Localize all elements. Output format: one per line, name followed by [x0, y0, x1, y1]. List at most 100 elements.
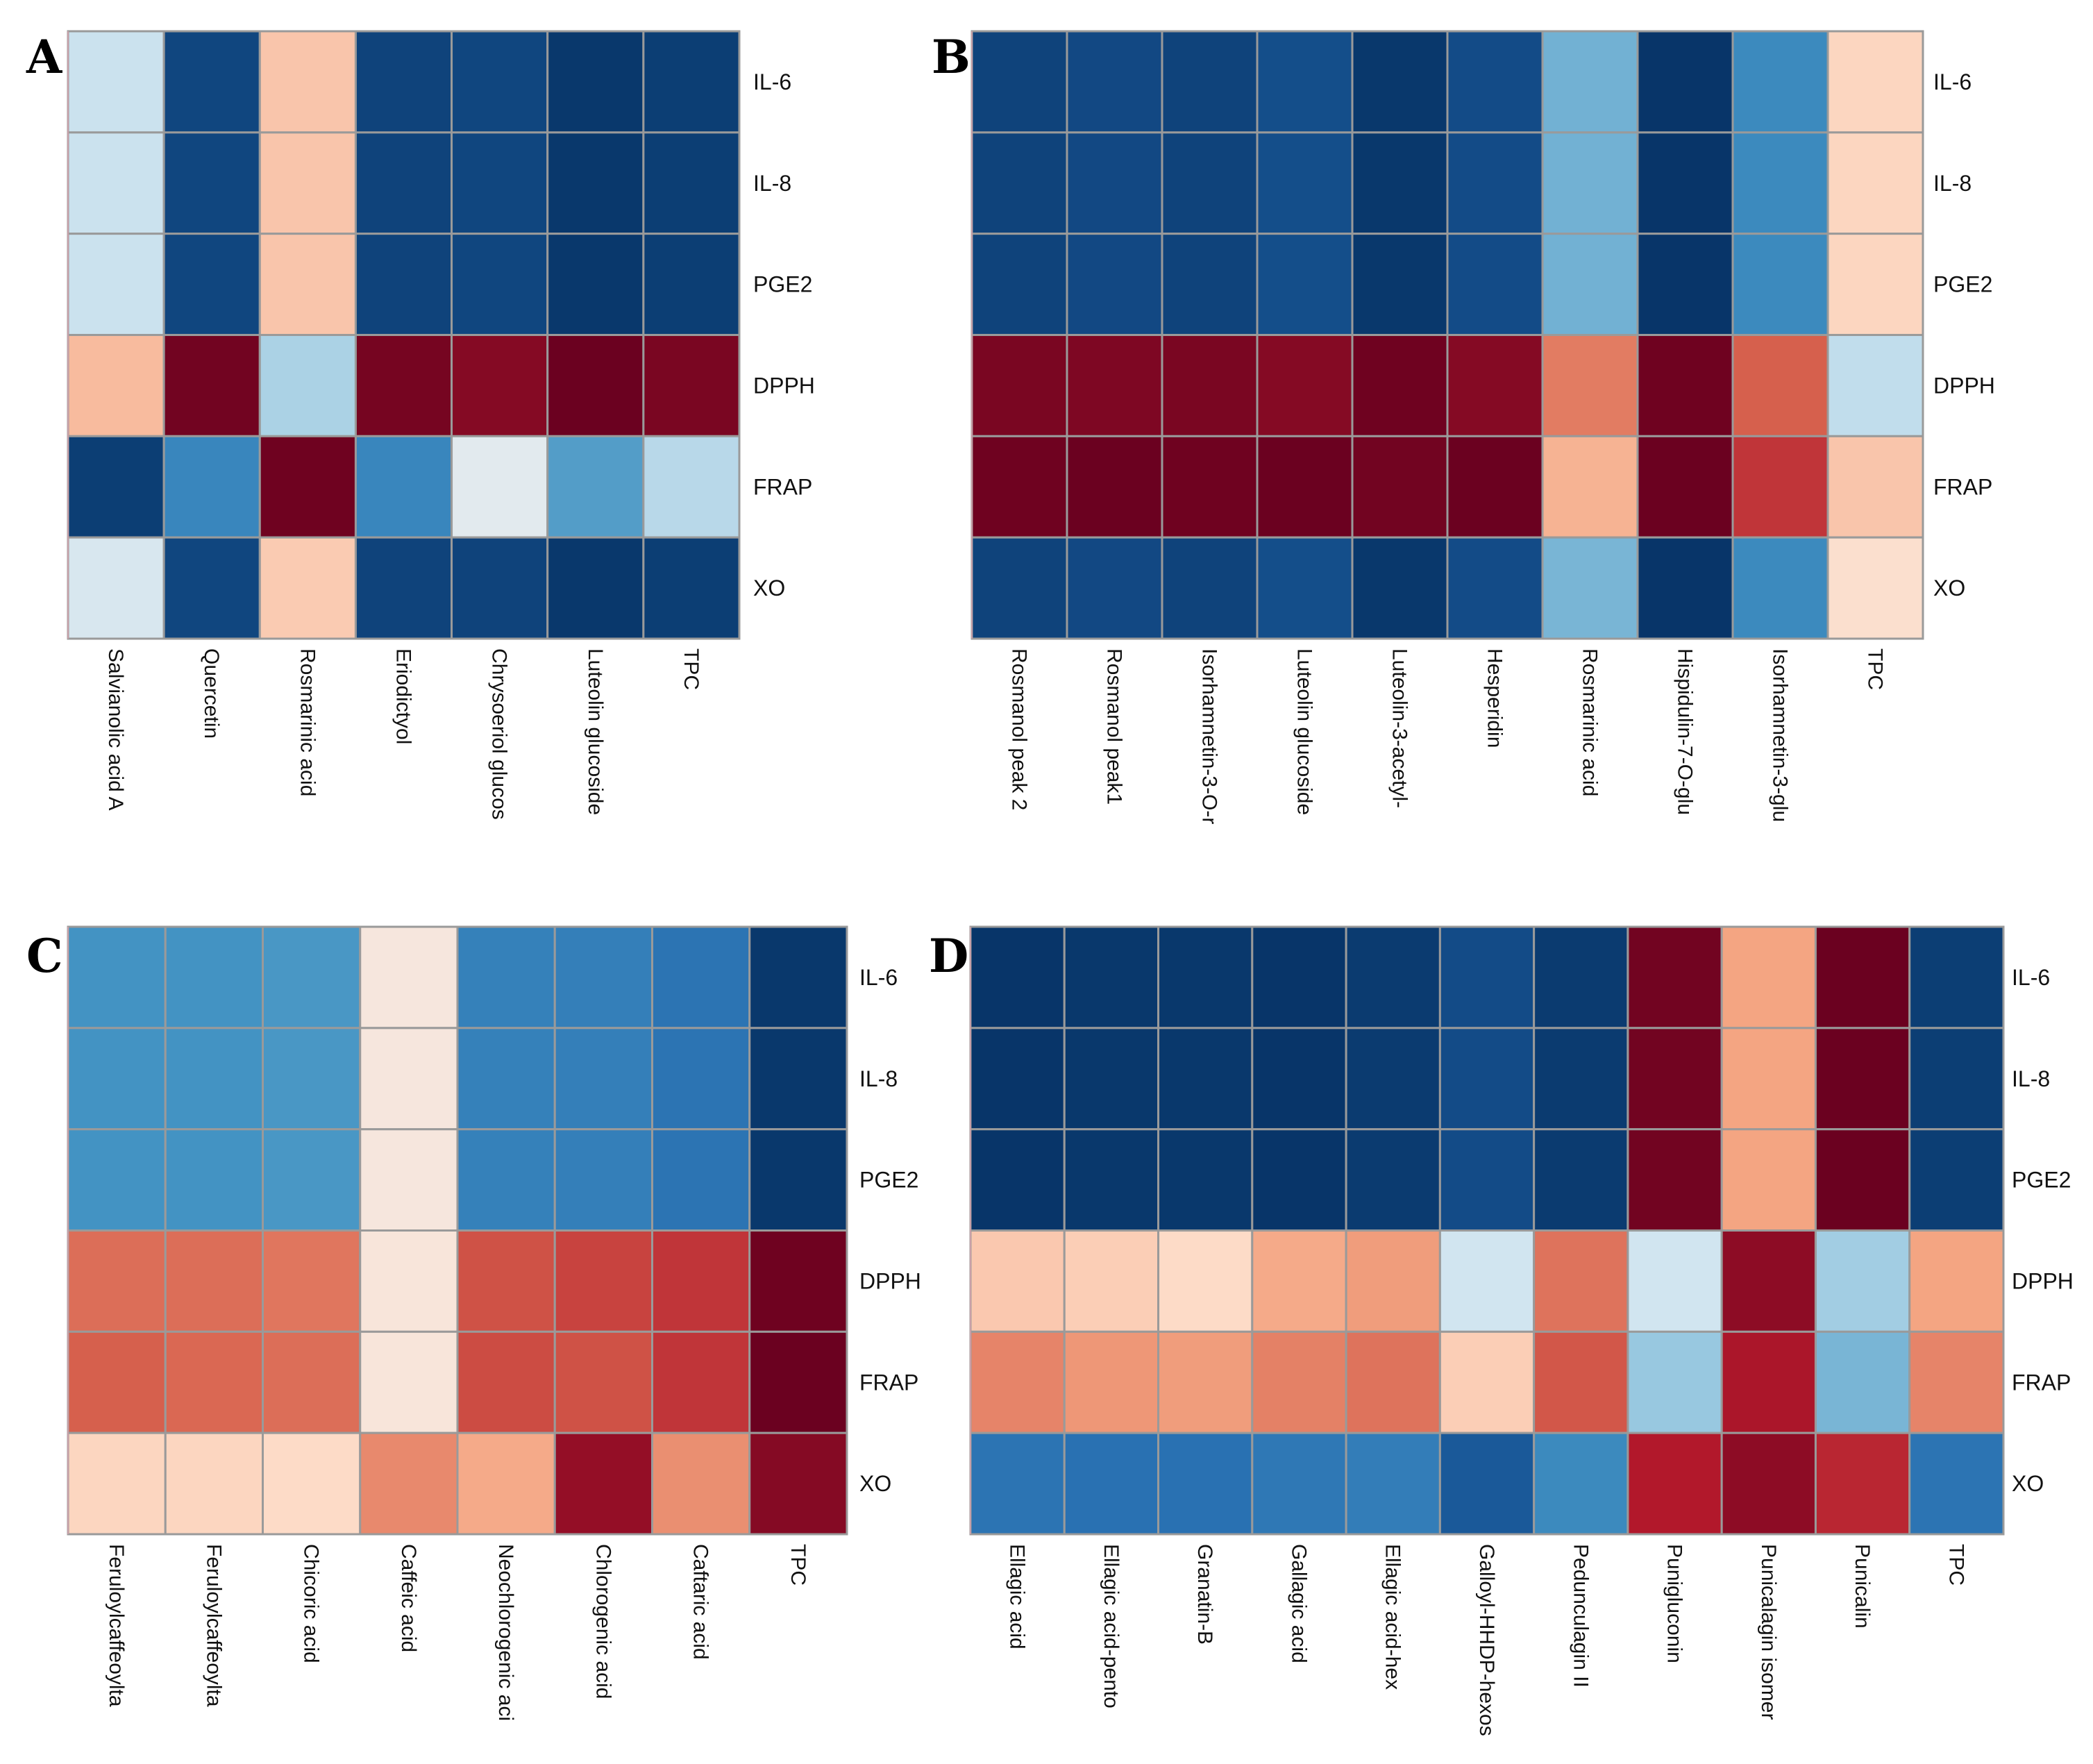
heatmap-cell-pge2-4 [359, 1128, 459, 1232]
column-label-punicalagin-isomer: Punicalagin isomer [1757, 1544, 1780, 1720]
heatmap-cell-pge2-10 [1814, 1128, 1911, 1232]
heatmap-cell-xo-5 [1351, 536, 1449, 640]
heatmap-cell-il-8-3 [1161, 131, 1259, 235]
column-label-rosmarinic-acid: Rosmarinic acid [296, 648, 319, 796]
heatmap-cell-xo-9 [1731, 536, 1829, 640]
column-label-tpc: TPC [1944, 1544, 1967, 1586]
heatmap-cell-dpph-4 [359, 1229, 459, 1333]
heatmap-cell-dpph-2 [1066, 334, 1163, 437]
heatmap-cell-pge2-7 [1533, 1128, 1629, 1232]
heatmap-cell-frap-4 [1256, 435, 1354, 539]
column-label-tpc: TPC [1864, 648, 1887, 690]
heatmap-cell-pge2-3 [258, 233, 357, 337]
heatmap-cell-pge2-6 [1438, 1128, 1536, 1232]
heatmap-cell-pge2-2 [164, 1128, 264, 1232]
row-label-frap: FRAP [2012, 1370, 2071, 1395]
column-label-salvianolic-acid-a: Salvianolic acid A [104, 648, 127, 810]
row-label-pge2: PGE2 [859, 1168, 918, 1193]
heatmap-cell-il-6-4 [354, 30, 453, 134]
heatmap-cell-frap-5 [451, 435, 549, 539]
row-label-pge2: PGE2 [1933, 272, 1992, 297]
heatmap-cell-dpph-1 [67, 334, 165, 437]
heatmap-cell-frap-3 [262, 1330, 362, 1434]
row-label-xo: XO [753, 576, 785, 600]
heatmap-cell-pge2-4 [1256, 233, 1354, 337]
heatmap-cell-pge2-4 [1251, 1128, 1347, 1232]
column-label-ellagic-acid-hex: Ellagic acid-hex [1381, 1544, 1404, 1690]
column-label-tpc: TPC [680, 648, 703, 690]
heatmap-cell-dpph-2 [162, 334, 261, 437]
heatmap-cell-pge2-6 [546, 233, 645, 337]
heatmap-cell-il-6-4 [359, 925, 459, 1030]
heatmap-cell-dpph-1 [970, 334, 1068, 437]
heatmap-cell-dpph-8 [1627, 1229, 1723, 1333]
heatmap-cell-xo-8 [1636, 536, 1734, 640]
heatmap-cell-xo-2 [162, 536, 261, 640]
heatmap-cell-il-8-4 [354, 131, 453, 235]
heatmap-cell-xo-2 [164, 1431, 264, 1536]
heatmap-cell-pge2-8 [748, 1128, 848, 1232]
column-label-feruloylcaffeoylta: Feruloylcaffeoylta [105, 1544, 128, 1707]
heatmap-cell-pge2-4 [354, 233, 453, 337]
heatmap-cell-xo-4 [1251, 1431, 1347, 1536]
heatmap-cell-il-8-1 [67, 131, 165, 235]
row-label-dpph: DPPH [859, 1268, 921, 1293]
heatmap-cell-xo-10 [1826, 536, 1924, 640]
heatmap-cell-dpph-9 [1720, 1229, 1817, 1333]
heatmap-cell-frap-1 [969, 1330, 1066, 1434]
heatmap-cell-xo-1 [67, 536, 165, 640]
heatmap-cell-il-8-2 [1063, 1027, 1160, 1131]
heatmap-cell-dpph-1 [67, 1229, 167, 1333]
heatmap-cell-il-6-6 [1438, 925, 1536, 1030]
heatmap-cell-pge2-7 [651, 1128, 751, 1232]
heatmap-cell-il-6-8 [748, 925, 848, 1030]
heatmap-cell-dpph-9 [1731, 334, 1829, 437]
heatmap-cell-pge2-3 [262, 1128, 362, 1232]
heatmap-cell-il-6-8 [1627, 925, 1723, 1030]
heatmap-cell-pge2-6 [1446, 233, 1544, 337]
heatmap-cell-pge2-7 [1541, 233, 1639, 337]
heatmap-cell-il-8-6 [546, 131, 645, 235]
heatmap-cell-il-8-7 [642, 131, 741, 235]
row-label-il-6: IL-6 [859, 965, 898, 990]
column-label-punigluconin: Punigluconin [1663, 1544, 1686, 1663]
heatmap-cell-dpph-7 [642, 334, 741, 437]
column-label-luteolin-3-acetyl: Luteolin-3-acetyl- [1388, 648, 1411, 808]
heatmap-cell-il-8-3 [262, 1027, 362, 1131]
column-label-gallagic-acid: Gallagic acid [1287, 1544, 1310, 1663]
heatmap-cell-dpph-3 [1161, 334, 1259, 437]
heatmap-cell-il-8-5 [451, 131, 549, 235]
heatmap-cell-dpph-2 [164, 1229, 264, 1333]
heatmap-cell-il-8-6 [1446, 131, 1544, 235]
heatmap-cell-il-8-4 [1251, 1027, 1347, 1131]
heatmap-cell-il-6-10 [1826, 30, 1924, 134]
heatmap-cell-dpph-5 [1351, 334, 1449, 437]
row-label-frap: FRAP [859, 1370, 918, 1395]
heatmap-cell-xo-1 [67, 1431, 167, 1536]
heatmap-cell-il-6-9 [1720, 925, 1817, 1030]
column-label-quercetin: Quercetin [200, 648, 223, 739]
heatmap-cell-il-6-6 [553, 925, 653, 1030]
row-label-il-6: IL-6 [2012, 965, 2050, 990]
heatmap-cell-il-6-2 [1063, 925, 1160, 1030]
heatmap-cell-dpph-3 [1157, 1229, 1254, 1333]
heatmap-cell-il-6-11 [1908, 925, 2005, 1030]
row-label-il-8: IL-8 [2012, 1066, 2050, 1091]
column-label-ellagic-acid: Ellagic acid [1006, 1544, 1029, 1649]
heatmap-cell-il-6-5 [1345, 925, 1441, 1030]
heatmap-cell-il-6-4 [1251, 925, 1347, 1030]
column-label-granatin-b: Granatin-B [1193, 1544, 1216, 1645]
heatmap-cell-dpph-8 [748, 1229, 848, 1333]
heatmap-cell-xo-4 [359, 1431, 459, 1536]
heatmap-cell-il-6-7 [651, 925, 751, 1030]
column-label-neochlorogenic-aci: Neochlorogenic aci [494, 1544, 517, 1721]
heatmap-cell-xo-7 [1541, 536, 1639, 640]
heatmap-cell-xo-5 [451, 536, 549, 640]
heatmap-cell-il-6-1 [67, 925, 167, 1030]
heatmap-cell-dpph-10 [1814, 1229, 1911, 1333]
heatmap-cell-xo-3 [262, 1431, 362, 1536]
heatmap-cell-il-6-4 [1256, 30, 1354, 134]
heatmap-cell-il-6-3 [258, 30, 357, 134]
heatmap-cell-il-6-2 [162, 30, 261, 134]
heatmap-cell-il-8-1 [970, 131, 1068, 235]
